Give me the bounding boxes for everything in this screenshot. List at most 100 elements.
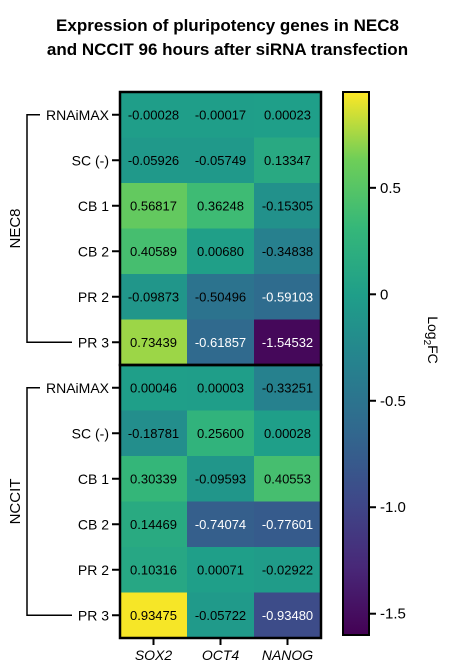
- heatmap-cell: [120, 501, 187, 548]
- heatmap-cell: [187, 592, 254, 639]
- heatmap-cell: [187, 456, 254, 502]
- cell-value-label: 0.14469: [130, 517, 177, 532]
- cell-value-label: 0.00023: [264, 107, 311, 122]
- heatmap-cell: [120, 456, 187, 502]
- colorbar: 0.5 0 -0.5 -1.0 -1.5 Log2FC: [342, 91, 441, 636]
- cell-value-label: -0.74074: [195, 517, 246, 532]
- heatmap-cell: [120, 137, 187, 184]
- colorbar-tick-label: -0.5: [380, 393, 406, 410]
- cell-value-label: 0.73439: [130, 335, 177, 350]
- cell-value-label: -0.05926: [128, 153, 179, 168]
- heatmap-cell: [187, 137, 254, 184]
- cell-value-label: -0.61857: [195, 335, 246, 350]
- heatmap-cell: [254, 547, 321, 593]
- colorbar-gradient: [342, 91, 370, 636]
- cell-value-label: 0.40589: [130, 244, 177, 259]
- colorbar-title-subscript: 2: [421, 340, 432, 346]
- cell-value-label: -0.05722: [195, 608, 246, 623]
- cell-value-label: 0.36248: [197, 198, 244, 213]
- colorbar-title: Log2FC: [421, 316, 441, 364]
- heatmap-cell: [120, 183, 187, 229]
- row-label: CB 1: [78, 198, 109, 214]
- heatmap-cell: [187, 547, 254, 593]
- heatmap-cell: [187, 92, 254, 138]
- cell-value-label: -0.50496: [195, 289, 246, 304]
- cell-value-label: 0.93475: [130, 608, 177, 623]
- cell-value-label: 0.25600: [197, 426, 244, 441]
- cell-value-label: -0.00028: [128, 107, 179, 122]
- cell-value-label: -0.05749: [195, 153, 246, 168]
- row-label: SC (-): [72, 425, 109, 441]
- cell-value-label: -0.15305: [262, 198, 313, 213]
- cell-value-label: 0.10316: [130, 562, 177, 577]
- column-label: OCT4: [202, 647, 240, 663]
- heatmap-cell: [187, 501, 254, 548]
- heatmap-cell: [120, 365, 187, 411]
- cell-value-label: 0.13347: [264, 153, 311, 168]
- cell-value-label: 0.00028: [264, 426, 311, 441]
- group-bracket-line: [26, 387, 72, 616]
- heatmap-cell: [120, 274, 187, 320]
- chart-title-line-2: and NCCIT 96 hours after siRNA transfect…: [46, 40, 409, 59]
- heatmap-cell: [254, 183, 321, 229]
- heatmap-cell: [120, 92, 187, 138]
- row-label: PR 3: [78, 607, 109, 623]
- row-label: PR 2: [78, 289, 109, 305]
- cell-value-label: -1.54532: [262, 335, 313, 350]
- row-axis: RNAiMAX SC (-) CB 1 CB 2 PR 2 PR 3 RNAiMAX SC (…: [46, 107, 120, 623]
- cell-value-label: -0.09873: [128, 289, 179, 304]
- column-axis: SOX2 OCT4 NANOG: [135, 638, 313, 663]
- colorbar-tick-label: -1.0: [380, 499, 406, 516]
- cell-value-label: 0.56817: [130, 198, 177, 213]
- cell-value-label: -0.09593: [195, 471, 246, 486]
- row-label: PR 3: [78, 334, 109, 350]
- chart-title-line-1: Expression of pluripotency genes in NEC8: [56, 16, 399, 35]
- group-label: NCCIT: [7, 479, 24, 525]
- colorbar-tick-label: -1.5: [380, 606, 406, 623]
- cell-value-label: 0.00680: [197, 244, 244, 259]
- heatmap-cell: [187, 183, 254, 229]
- heatmap-cell: [120, 319, 187, 366]
- heatmap-cell: [254, 137, 321, 184]
- heatmap-cell: [254, 456, 321, 502]
- heatmap-cell: [187, 365, 254, 411]
- cell-value-label: -0.93480: [262, 608, 313, 623]
- heatmap-cell: [254, 319, 321, 366]
- cell-value-label: -0.02922: [262, 562, 313, 577]
- heatmap-cell: [120, 592, 187, 639]
- heatmap-cell: [120, 228, 187, 275]
- group-brackets: NEC8 NCCIT: [7, 114, 72, 616]
- heatmap-cell: [120, 547, 187, 593]
- heatmap-cell: [187, 319, 254, 366]
- heatmap-cell: [254, 365, 321, 411]
- column-label: NANOG: [262, 647, 313, 663]
- heatmap-cell: [254, 410, 321, 457]
- heatmap-cell: [120, 410, 187, 457]
- cell-value-label: -0.59103: [262, 289, 313, 304]
- colorbar-title-tail: FC: [425, 345, 441, 364]
- cell-value-label: 0.30339: [130, 471, 177, 486]
- colorbar-tick-label: 0: [380, 286, 388, 303]
- row-label: SC (-): [72, 152, 109, 168]
- row-label: CB 2: [78, 243, 109, 259]
- heatmap-cell: [187, 410, 254, 457]
- cell-value-label: -0.18781: [128, 426, 179, 441]
- group-label: NEC8: [7, 208, 24, 248]
- heatmap-cell: [254, 501, 321, 548]
- row-label: RNAiMAX: [46, 380, 110, 396]
- heatmap-cell: [254, 592, 321, 639]
- colorbar-title-main: Log: [425, 316, 441, 339]
- heatmap-value-labels: -0.00028 -0.00017 0.00023 -0.05926 -0.05749 0…: [128, 107, 313, 623]
- cell-value-label: -0.33251: [262, 380, 313, 395]
- cell-value-label: 0.40553: [264, 471, 311, 486]
- row-label: RNAiMAX: [46, 107, 110, 123]
- cell-value-label: -0.00017: [195, 107, 246, 122]
- heatmap-cell: [187, 228, 254, 275]
- row-label: PR 2: [78, 562, 109, 578]
- heatmap-cell: [254, 92, 321, 138]
- heatmap-cells: [120, 92, 321, 639]
- colorbar-tick-label: 0.5: [380, 180, 401, 197]
- row-label: CB 1: [78, 471, 109, 487]
- chart-title: Expression of pluripotency genes in NEC8…: [0, 14, 455, 62]
